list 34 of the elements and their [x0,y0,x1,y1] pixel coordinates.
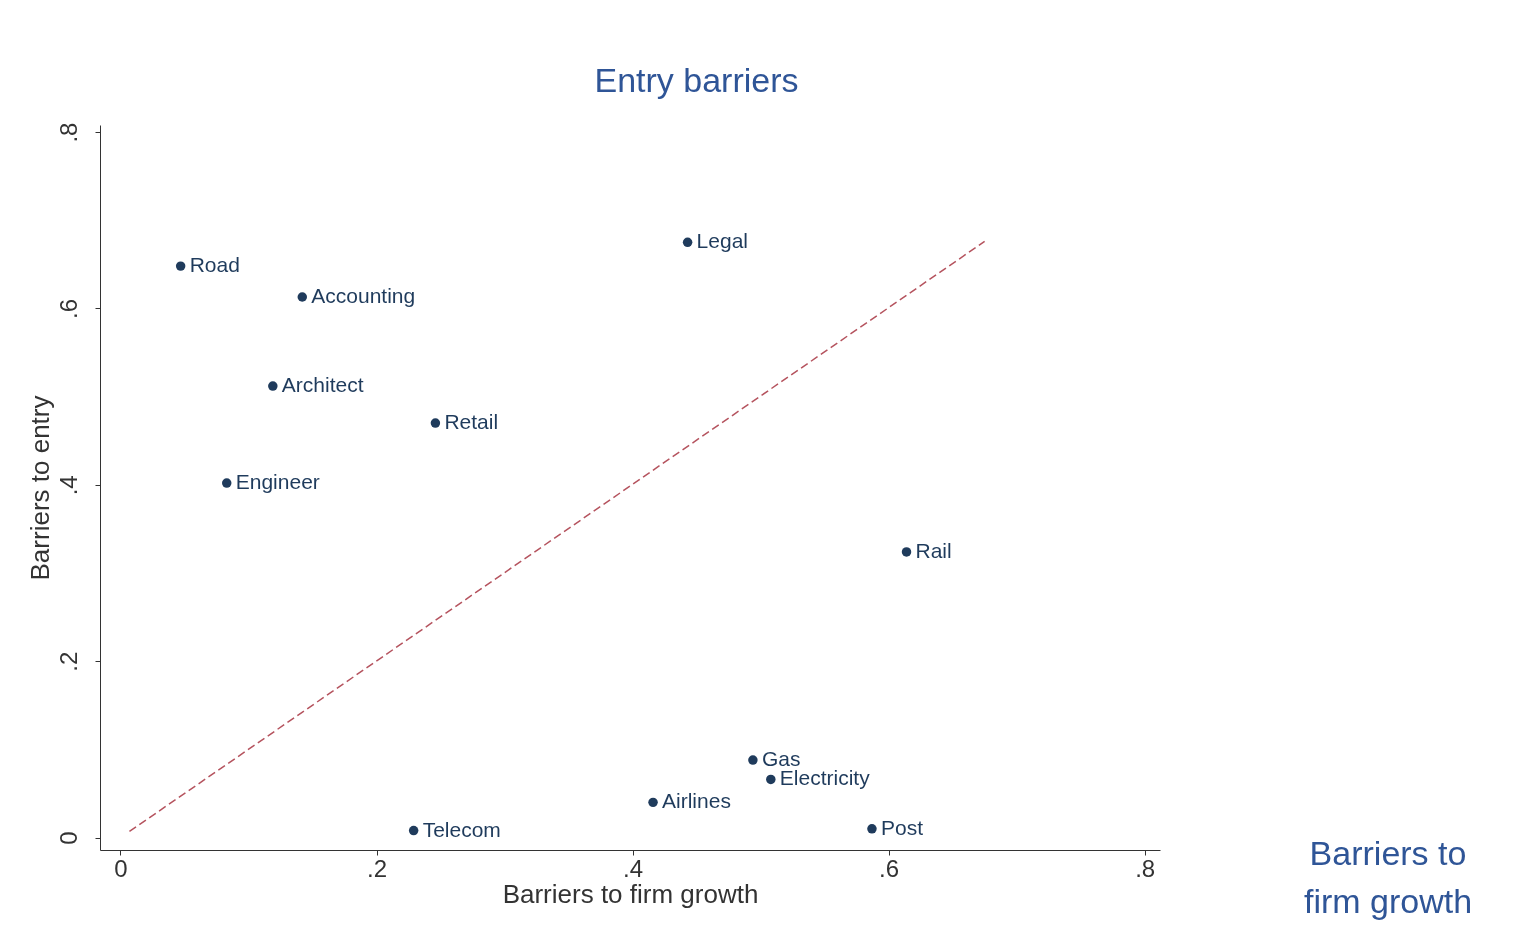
x-tick-label: .2 [367,854,388,882]
point [297,292,308,302]
point [408,825,419,836]
y-tick-label: .4 [54,475,82,496]
text: Entry barriers [594,60,799,99]
point [748,755,758,765]
x-tick-label: 0 [114,854,128,882]
series-label: Airlines [662,789,731,813]
point [901,547,912,557]
point [682,237,693,248]
series-label: Rail [915,538,952,562]
point [648,797,658,808]
point [430,418,441,428]
series-label: Engineer [235,470,320,494]
series-label: Architect [281,373,364,397]
point [268,381,278,391]
point [175,261,186,271]
series-label: Legal [696,229,748,253]
point [867,824,877,834]
y-tick-label: 0 [54,831,82,845]
series-label: Road [189,253,240,277]
y-tick-label: .2 [54,651,82,672]
x-tick-label: .6 [879,854,900,882]
y-tick-label: .8 [54,122,82,143]
series-label: Telecom [422,817,501,841]
series-label: Accounting [311,283,416,307]
x-tick-label: .8 [1135,854,1156,882]
series-label: Retail [444,410,499,434]
text: Barriers to firm growth [1303,834,1473,920]
y-axis-title: Barriers to entry [24,395,55,581]
series-label: Post [880,815,924,839]
y-tick-label: .6 [54,298,82,319]
point [222,478,232,488]
point [766,774,776,785]
